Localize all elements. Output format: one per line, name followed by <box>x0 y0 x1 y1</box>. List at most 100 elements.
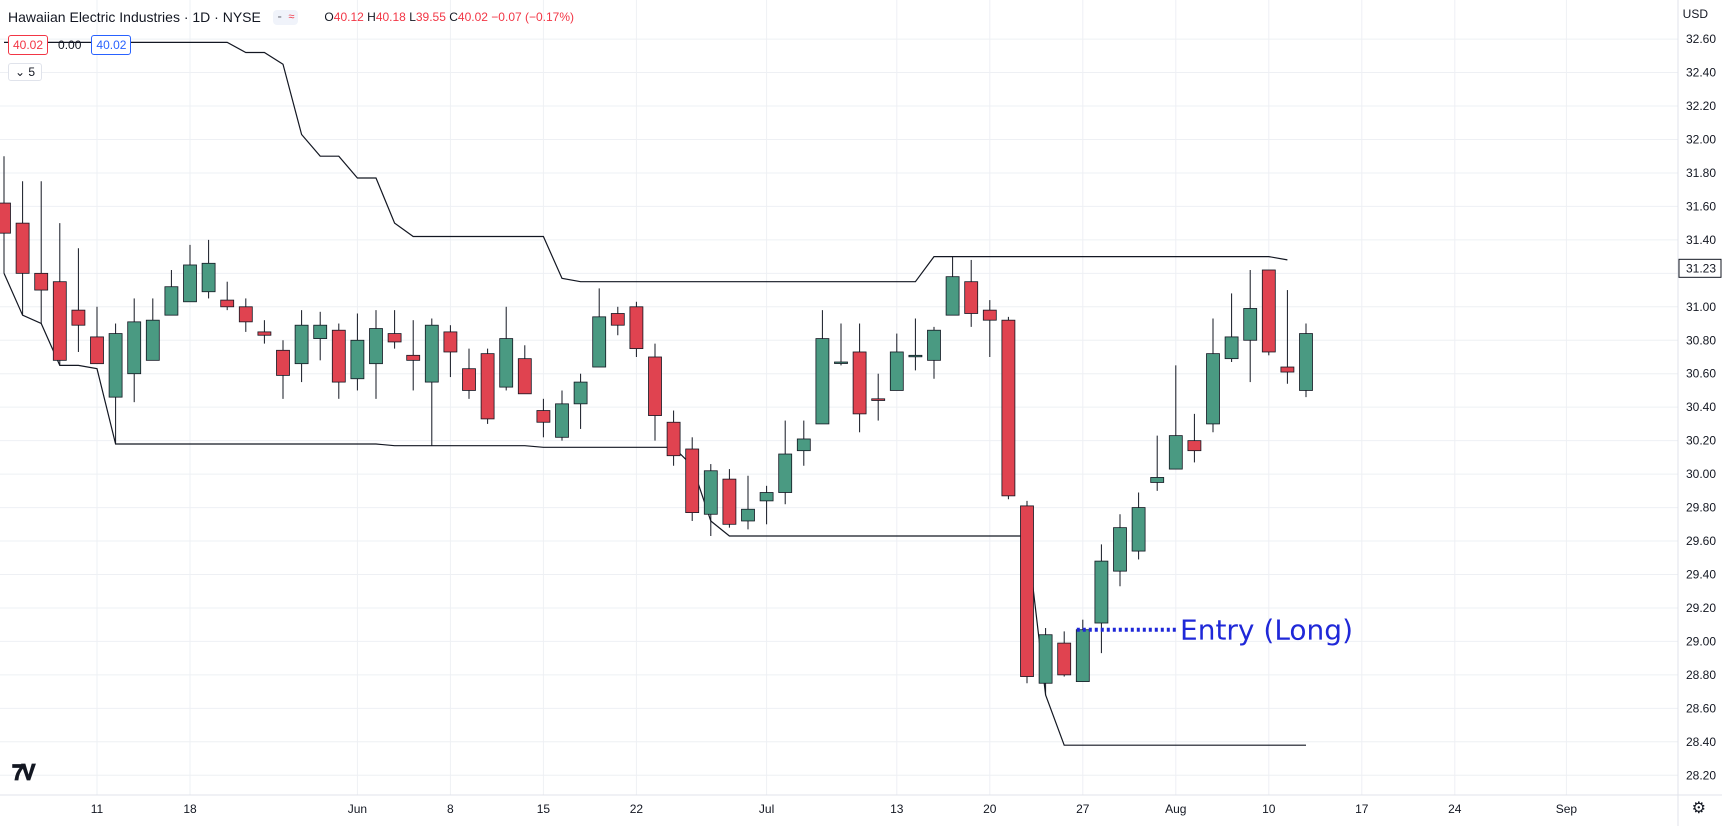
x-tick-label: 11 <box>91 802 104 816</box>
y-tick-label: 28.40 <box>1686 735 1716 749</box>
x-tick-label: 27 <box>1076 802 1090 816</box>
channel-upper-line <box>4 41 1288 283</box>
indicators-toggle-button[interactable]: ⌄ 5 <box>8 63 43 81</box>
candle-up <box>796 438 811 452</box>
y-tick-label: 31.60 <box>1686 199 1716 213</box>
last-price-label: 31.23 <box>1686 261 1716 275</box>
wave-icon[interactable]: ≈ <box>288 10 295 23</box>
low-value: 39.55 <box>415 10 446 24</box>
y-tick-label: 29.20 <box>1686 601 1716 615</box>
y-tick-label: 32.20 <box>1686 99 1716 113</box>
x-tick-label: Jul <box>759 802 774 816</box>
channel-lower-line <box>3 273 1306 746</box>
candle-down <box>629 306 644 350</box>
x-tick-label: Aug <box>1165 802 1186 816</box>
candle-up <box>1131 507 1146 552</box>
open-value: 40.12 <box>333 10 364 24</box>
candle-up <box>424 324 439 383</box>
candle-up <box>1150 477 1165 483</box>
candle-up <box>1168 435 1183 470</box>
symbol-title[interactable]: Hawaiian Electric Industries · 1D · NYSE <box>8 9 261 25</box>
candle-up <box>1094 560 1109 624</box>
candle-down <box>276 349 290 376</box>
candle-down <box>34 272 49 291</box>
chart-style-toggles[interactable]: ⁃ ≈ <box>272 9 299 25</box>
candle-up <box>908 354 923 358</box>
candle-down <box>0 202 11 234</box>
candle-down <box>220 299 235 308</box>
chart-header: Hawaiian Electric Industries · 1D · NYSE… <box>8 9 574 25</box>
y-tick-label: 28.80 <box>1686 668 1716 682</box>
candle-up <box>1299 333 1313 391</box>
y-tick-label: 28.60 <box>1686 701 1716 715</box>
candle-down <box>443 331 458 353</box>
candle-down <box>517 358 532 395</box>
y-tick-label: 30.60 <box>1686 367 1716 381</box>
candle-up <box>369 328 383 365</box>
candle-up <box>183 264 197 303</box>
high-value: 40.18 <box>375 10 406 24</box>
candle-down <box>1261 269 1276 353</box>
candle-down <box>666 421 681 457</box>
quote-row: 40.02 0.00 40.02 <box>8 35 132 55</box>
candle-up <box>927 329 941 361</box>
candle-up <box>815 338 830 425</box>
x-tick-label: 24 <box>1448 802 1462 816</box>
close-value: 40.02 <box>457 10 488 24</box>
low-label: L <box>409 10 416 24</box>
candle-up <box>703 470 718 515</box>
minus-icon[interactable]: ⁃ <box>276 11 283 24</box>
y-tick-label: 32.60 <box>1686 32 1716 46</box>
candle-up <box>108 333 123 398</box>
candle-up <box>1243 308 1258 341</box>
candle-down <box>871 398 886 401</box>
candle-down <box>238 306 253 323</box>
y-tick-label: 32.00 <box>1686 132 1716 146</box>
candle-down <box>480 353 495 420</box>
high-label: H <box>367 10 376 24</box>
x-tick-label: 18 <box>183 802 197 816</box>
entry-annotation-label: Entry (Long) <box>1180 614 1353 647</box>
candle-down <box>52 281 67 361</box>
candle-down <box>15 222 30 274</box>
y-tick-label: 29.60 <box>1686 534 1716 548</box>
candle-up <box>294 324 309 365</box>
tradingview-logo-icon[interactable]: 𝟕𝐕 <box>12 761 36 786</box>
candle-down <box>610 313 625 326</box>
candle-up <box>201 262 216 293</box>
gear-icon[interactable]: ⚙ <box>1691 800 1706 817</box>
candle-up <box>1206 353 1220 425</box>
close-label: C <box>449 10 458 24</box>
candle-up <box>759 492 774 502</box>
last-price-box <box>1678 258 1722 278</box>
candle-down <box>1280 366 1295 373</box>
buy-price-button[interactable]: 40.02 <box>91 35 132 55</box>
candle-up <box>945 276 960 316</box>
open-label: O <box>324 10 334 24</box>
candle-up <box>350 339 365 380</box>
candle-down <box>331 329 346 383</box>
candle-up <box>573 381 588 405</box>
sell-price-button[interactable]: 40.02 <box>8 35 49 55</box>
candle-down <box>648 356 662 416</box>
y-tick-label: 30.80 <box>1686 333 1716 347</box>
y-tick-label: 29.40 <box>1686 567 1716 581</box>
candle-down <box>1187 440 1202 452</box>
candle-up <box>1224 336 1239 360</box>
y-tick-label: 30.40 <box>1686 400 1716 414</box>
candle-up <box>145 319 160 361</box>
y-tick-label: 31.40 <box>1686 233 1716 247</box>
candle-up <box>778 453 793 493</box>
candle-down <box>536 410 551 423</box>
x-tick-label: 17 <box>1355 802 1369 816</box>
candle-down <box>964 281 979 314</box>
candle-down <box>1020 505 1034 677</box>
currency-label[interactable]: USD <box>1682 7 1708 21</box>
y-tick-label: 29.00 <box>1686 634 1716 648</box>
candle-up <box>555 403 569 438</box>
change-value: −0.07 (−0.17%) <box>491 10 575 24</box>
candle-down <box>722 478 737 525</box>
candle-up <box>499 338 514 388</box>
candle-down <box>1057 642 1072 676</box>
